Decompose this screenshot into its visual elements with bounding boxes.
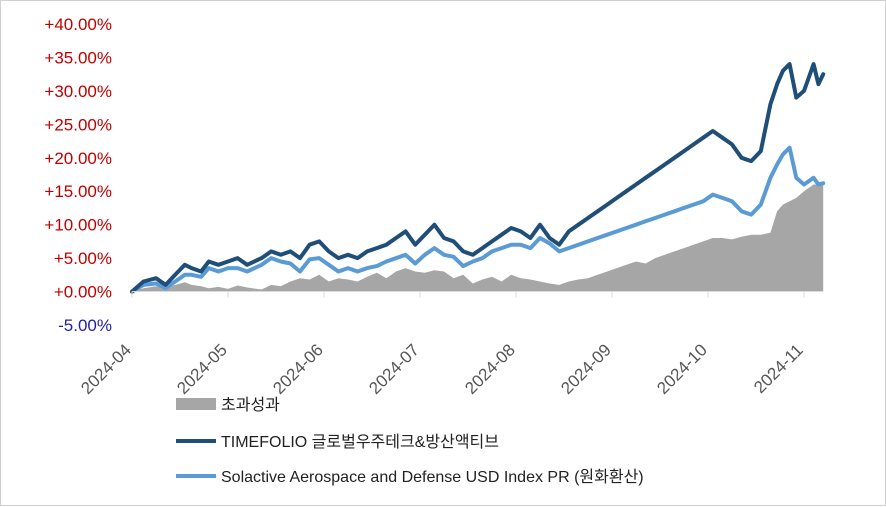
x-tick-label: 2024-06: [269, 340, 327, 398]
legend-label: TIMEFOLIO 글로벌우주테크&방산액티브: [221, 433, 499, 451]
y-tick-label: -5.00%: [58, 316, 112, 335]
x-tick-label: 2024-08: [461, 340, 519, 398]
x-tick-label: 2024-11: [750, 340, 807, 397]
y-tick-label: +15.00%: [44, 182, 112, 201]
x-axis: 2024-04 2024-05 2024-06 2024-07 2024-08 2024-…: [77, 291, 824, 398]
excess-return-area: [132, 183, 824, 292]
y-tick-label: +20.00%: [44, 149, 112, 168]
y-tick-label: +35.00%: [44, 48, 112, 67]
legend-label: 초과성과: [221, 396, 280, 414]
y-tick-label: +5.00%: [54, 249, 112, 268]
y-tick-label: +40.00%: [44, 15, 112, 34]
y-tick-label: +30.00%: [44, 82, 112, 101]
solactive-index-line: [130, 145, 826, 294]
x-tick-label: 2024-05: [173, 340, 231, 398]
x-tick-label: 2024-07: [365, 340, 423, 398]
legend-swatch-area: [176, 398, 216, 410]
x-tick-label: 2024-04: [77, 340, 135, 398]
y-tick-label: +10.00%: [44, 216, 112, 235]
y-tick-label: +0.00%: [54, 283, 112, 302]
timefolio-etf-line: [130, 62, 826, 294]
x-tick-label: 2024-09: [557, 340, 615, 398]
plot-area: [130, 62, 826, 294]
x-tick-label: 2024-10: [653, 340, 711, 398]
y-tick-label: +25.00%: [44, 115, 112, 134]
y-axis: +40.00% +35.00% +30.00% +25.00% +20.00% +15.0…: [44, 15, 112, 335]
legend: 초과성과 TIMEFOLIO 글로벌우주테크&방산액티브 Solactive Aer…: [176, 396, 644, 486]
legend-label: Solactive Aerospace and Defense USD Inde…: [221, 468, 644, 486]
